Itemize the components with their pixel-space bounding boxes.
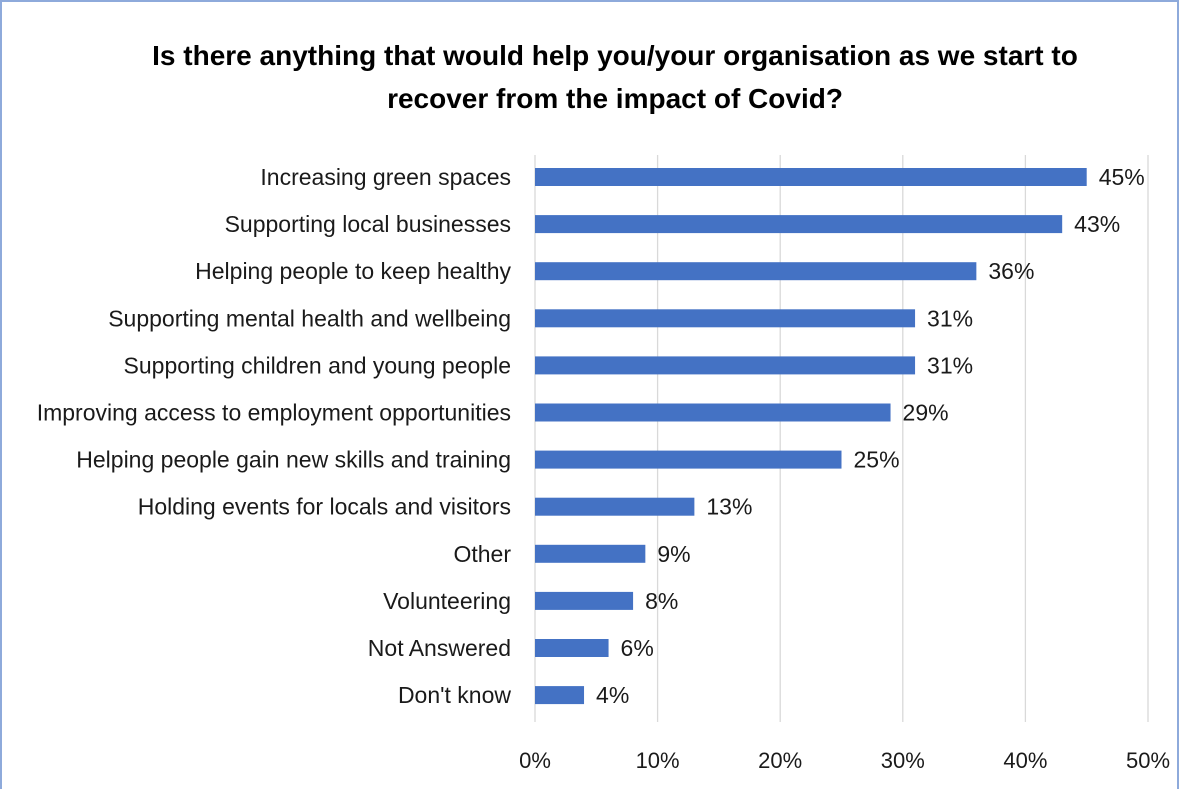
bar	[535, 591, 634, 610]
chart-title: Is there anything that would help you/yo…	[152, 40, 1078, 114]
category-label: Improving access to employment opportuni…	[37, 400, 511, 426]
bar	[535, 403, 891, 422]
data-label: 8%	[645, 588, 678, 614]
x-tick-label: 50%	[1126, 748, 1170, 773]
category-label: Supporting children and young people	[124, 352, 511, 378]
bar	[535, 309, 916, 328]
bar	[535, 168, 1087, 186]
data-label: 6%	[621, 635, 654, 661]
bar	[535, 356, 916, 375]
bar	[535, 497, 695, 516]
data-labels: 45% 43% 36% 31% 31% 29%25% 13% 9% 8% 6% 4%	[596, 164, 1145, 708]
bar	[535, 262, 977, 281]
data-label: 43%	[1074, 211, 1120, 237]
category-label: Increasing green spaces	[260, 164, 511, 190]
data-label: 45%	[1099, 164, 1145, 190]
category-label: Volunteering	[383, 588, 511, 614]
data-label: 29%	[903, 400, 949, 426]
category-label: Not Answered	[368, 635, 511, 661]
x-tick-label: 20%	[758, 748, 802, 773]
category-label: Helping people gain new skills and train…	[76, 447, 511, 473]
x-tick-label: 30%	[881, 748, 925, 773]
data-label: 25%	[854, 447, 900, 473]
category-labels: Increasing green spaces Supporting local …	[37, 164, 512, 708]
data-label: 4%	[596, 682, 629, 708]
bar	[535, 686, 585, 705]
x-tick-label: 10%	[636, 748, 680, 773]
bar	[535, 215, 1063, 234]
x-tick-label: 0%	[519, 748, 551, 773]
data-label: 31%	[927, 352, 973, 378]
bar	[535, 544, 646, 563]
category-label: Helping people to keep healthy	[195, 258, 511, 284]
x-tick-label: 40%	[1003, 748, 1047, 773]
data-label: 13%	[706, 494, 752, 520]
category-label: Don't know	[398, 682, 511, 708]
x-axis-ticks: 0% 10% 20% 30% 40% 50%	[519, 748, 1170, 773]
data-label: 36%	[988, 258, 1034, 284]
category-label: Other	[453, 541, 511, 567]
category-label: Supporting mental health and wellbeing	[108, 305, 511, 331]
bar	[535, 450, 842, 469]
category-label: Supporting local businesses	[225, 211, 511, 237]
category-label: Holding events for locals and visitors	[138, 494, 511, 520]
bars	[535, 168, 1087, 705]
bar	[535, 639, 609, 657]
data-label: 31%	[927, 305, 973, 331]
data-label: 9%	[657, 541, 690, 567]
gridlines	[534, 155, 1149, 722]
